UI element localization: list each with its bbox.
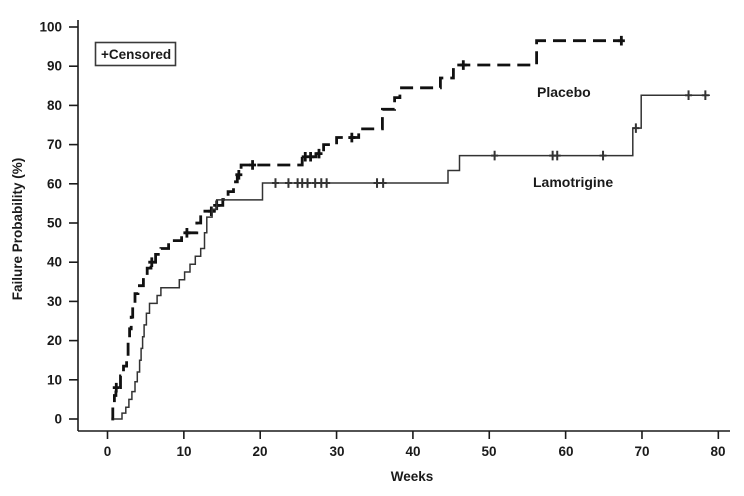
lamotrigine-censor-mark [271,178,279,188]
curves-layer [69,26,720,439]
y-tick-label: 50 [47,216,62,231]
x-tick-label: 10 [176,444,191,459]
lamotrigine-censor-mark [685,90,693,101]
lamotrigine-censor-mark [491,150,499,161]
placebo-series-label: Placebo [537,84,591,100]
lamotrigine-series-label: Lamotrigine [533,174,613,190]
x-tick-label: 40 [405,444,420,459]
placebo-censor-mark [249,160,257,170]
lamotrigine-censor-mark [323,178,331,188]
y-tick-label: 0 [54,412,62,427]
placebo-censor-mark [112,382,120,393]
y-tick-label: 30 [47,294,62,309]
placebo-censor-mark [207,206,215,217]
y-tick-label: 90 [47,59,62,74]
censored-legend-label: +Censored [101,47,171,62]
lamotrigine-censor-mark [311,178,319,188]
placebo-censor-mark [617,35,625,46]
y-tick-label: 40 [47,255,62,270]
lamotrigine-censor-mark [379,178,387,188]
placebo-censor-mark [315,148,323,159]
placebo-censor-mark [459,60,467,70]
y-tick-label: 20 [47,333,62,348]
placebo-censor-mark [235,169,243,180]
lamotrigine-censor-mark [599,150,607,161]
placebo-censor-mark [183,228,191,238]
x-tick-label: 0 [104,444,112,459]
x-axis-title: Weeks [391,469,434,484]
placebo-censor-mark [148,257,156,267]
lamotrigine-censor-mark [553,150,561,161]
placebo-censor-mark [348,132,356,143]
censored-legend-box [94,41,177,67]
y-tick-label: 10 [47,372,62,387]
x-tick-label: 20 [252,444,267,459]
x-tick-label: 60 [558,444,573,459]
x-tick-label: 70 [634,444,649,459]
y-tick-label: 70 [47,137,62,152]
lamotrigine-curve [113,94,710,420]
lamotrigine-censor-mark [304,178,312,188]
y-tick-label: 80 [47,98,62,113]
lamotrigine-censor-mark [632,123,640,133]
y-axis-title: Failure Probability (%) [10,158,25,301]
lamotrigine-censor-mark [284,178,292,188]
y-tick-label: 100 [39,20,62,35]
placebo-censor-mark [307,151,315,162]
x-tick-label: 80 [710,444,725,459]
x-tick-label: 50 [481,444,496,459]
lamotrigine-censor-mark [373,178,381,188]
lamotrigine-censor-mark [701,90,709,101]
x-tick-label: 30 [329,444,344,459]
y-tick-label: 60 [47,176,62,191]
